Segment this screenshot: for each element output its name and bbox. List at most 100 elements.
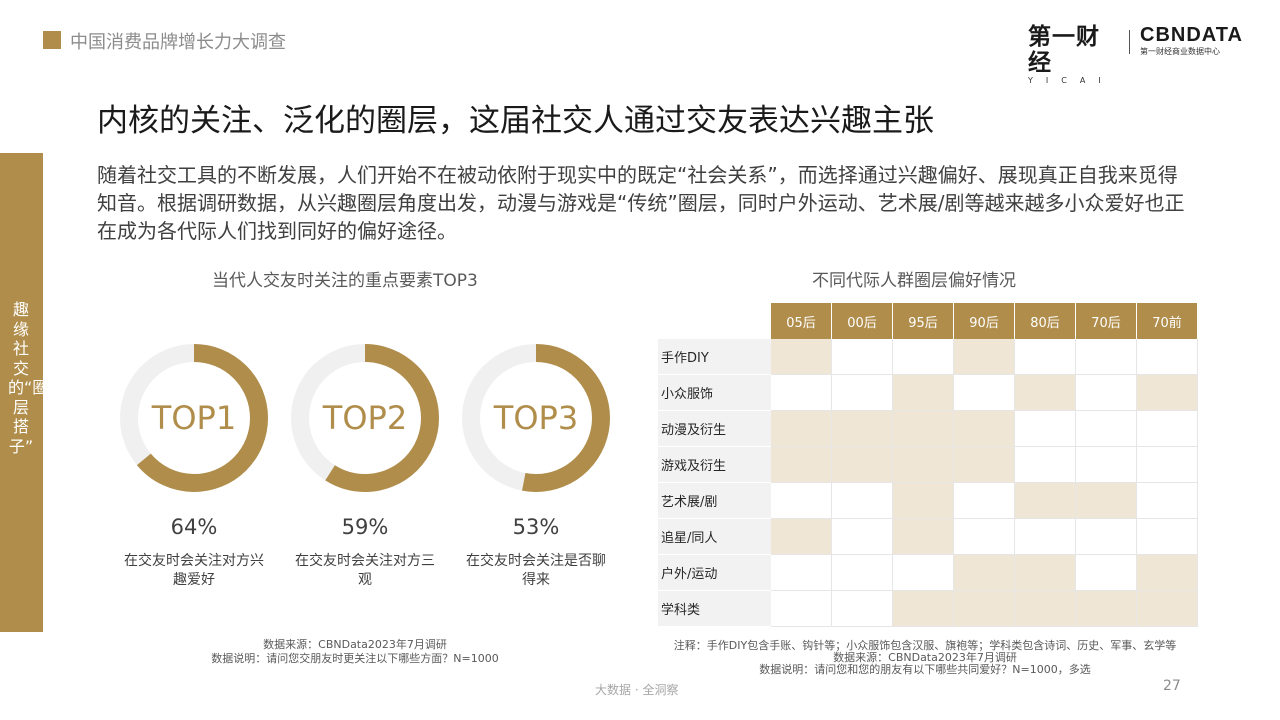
heatmap-cell-highlighted (1136, 554, 1198, 591)
heatmap-cell-highlighted (892, 374, 954, 411)
heatmap-cell-highlighted (1075, 482, 1137, 519)
heatmap-cell (771, 482, 832, 519)
heatmap-row: 追星/同人 (658, 518, 1198, 555)
heatmap-row-label: 户外/运动 (658, 554, 771, 591)
generation-interest-heatmap: 05后 00后 95后 90后 80后 70后 70前 手作DIY 小众服饰 动漫及… (658, 303, 1198, 627)
column-header: 90后 (953, 303, 1015, 339)
heatmap-row-label: 游戏及衍生 (658, 446, 771, 483)
heatmap-footnote: 注释：手作DIY包含手账、钩针等；小众服饰包含汉服、旗袍等；学科类包含诗词、历史… (673, 639, 1177, 652)
heatmap-cell-highlighted (953, 339, 1015, 375)
heatmap-header-row: 05后 00后 95后 90后 80后 70后 70前 (658, 303, 1198, 339)
page-number: 27 (1163, 678, 1181, 694)
heatmap-cell (892, 554, 954, 591)
column-header: 05后 (771, 303, 832, 339)
heatmap-cell (831, 590, 893, 627)
yicai-logo: 第一财经 YICAI (1028, 24, 1123, 86)
heatmap-cell-highlighted (831, 446, 893, 483)
yicai-logo-text: 第一财经 (1028, 23, 1100, 76)
heatmap-cell-highlighted (1014, 554, 1076, 591)
donut-rank-label: TOP3 (493, 399, 579, 437)
heatmap-cell (1014, 446, 1076, 483)
heatmap-row: 学科类 (658, 590, 1198, 627)
heatmap-cell (1014, 410, 1076, 447)
heatmap-row-label: 艺术展/剧 (658, 482, 771, 519)
donut-rank-label: TOP1 (151, 399, 237, 437)
slide-headline: 内核的关注、泛化的圈层，这届社交人通过交友表达兴趣主张 (97, 103, 934, 139)
heatmap-cell (831, 482, 893, 519)
heatmap-row: 艺术展/剧 (658, 482, 1198, 519)
heatmap-cell (1075, 554, 1137, 591)
heatmap-cell (1014, 518, 1076, 555)
donut-chart-top2: TOP2 (290, 343, 440, 493)
heatmap-row-label: 小众服饰 (658, 374, 771, 411)
donut-source-note: 数据来源：CBNData2023年7月调研 数据说明：请问您交朋友时更关注以下哪… (160, 638, 550, 666)
heatmap-description-line: 数据说明：请问您和您的朋友有以下哪些共同爱好？N=1000，多选 (759, 663, 1091, 676)
donut-arc-top3 (462, 344, 610, 492)
heatmap-cell (1075, 446, 1137, 483)
heatmap-row-label: 手作DIY (658, 339, 771, 375)
donut-rank-label: TOP2 (322, 399, 408, 437)
cbndata-logo-subtext: 第一财经商业数据中心 (1140, 47, 1220, 56)
footer-slogan: 大数据 · 全洞察 (595, 683, 679, 697)
heatmap-cell (953, 374, 1015, 411)
heatmap-row-label: 追星/同人 (658, 518, 771, 555)
heatmap-cell-highlighted (953, 554, 1015, 591)
heatmap-cell (1136, 518, 1198, 555)
heatmap-cell-highlighted (953, 410, 1015, 447)
column-header: 95后 (892, 303, 954, 339)
column-header: 70后 (1075, 303, 1137, 339)
intro-paragraph: 随着社交工具的不断发展，人们开始不在被动依附于现实中的既定“社会关系”，而选择通… (97, 163, 1185, 243)
heatmap-cell-highlighted (892, 446, 954, 483)
donut-percent-top2: 59% (341, 515, 389, 539)
heatmap-row-label: 动漫及衍生 (658, 410, 771, 447)
heatmap-cell-highlighted (771, 339, 832, 375)
heatmap-cell (953, 518, 1015, 555)
header-marker (43, 31, 61, 49)
donut-caption-top1: 在交友时会关注对方兴趣爱好 (124, 553, 264, 588)
heatmap-corner (658, 303, 771, 339)
column-header: 70前 (1136, 303, 1198, 339)
heatmap-cell (771, 374, 832, 411)
heatmap-cell-highlighted (953, 590, 1015, 627)
donut-chart-top3: TOP3 (461, 343, 611, 493)
heatmap-cell-highlighted (1014, 482, 1076, 519)
heatmap-cell-highlighted (892, 590, 954, 627)
heatmap-cell (1014, 339, 1076, 375)
heatmap-cell-highlighted (892, 518, 954, 555)
heatmap-row: 游戏及衍生 (658, 446, 1198, 483)
column-header: 80后 (1014, 303, 1076, 339)
heatmap-row: 小众服饰 (658, 374, 1198, 411)
heatmap-cell-highlighted (1136, 590, 1198, 627)
heatmap-cell-highlighted (831, 410, 893, 447)
report-title: 中国消费品牌增长力大调查 (70, 32, 286, 53)
cbndata-logo-text: CBNDATA (1140, 24, 1243, 46)
section-side-bar (0, 153, 43, 632)
donut-source-line: 数据来源：CBNData2023年7月调研 (263, 638, 447, 651)
donut-caption-top2: 在交友时会关注对方三观 (295, 553, 435, 588)
donut-chart-title: 当代人交友时关注的重点要素TOP3 (212, 271, 478, 291)
heatmap-title: 不同代际人群圈层偏好情况 (812, 271, 1016, 291)
heatmap-row: 手作DIY (658, 339, 1198, 375)
heatmap-cell (1075, 374, 1137, 411)
heatmap-cell-highlighted (771, 446, 832, 483)
heatmap-cell-highlighted (892, 410, 954, 447)
heatmap-cell (1075, 339, 1137, 375)
heatmap-cell (1136, 410, 1198, 447)
heatmap-row-label: 学科类 (658, 590, 771, 627)
heatmap-cell (1136, 482, 1198, 519)
column-header: 00后 (831, 303, 893, 339)
heatmap-cell (892, 339, 954, 375)
logo-divider (1129, 30, 1130, 54)
donut-arc-top2 (291, 344, 439, 492)
heatmap-cell (1136, 446, 1198, 483)
heatmap-cell-highlighted (892, 482, 954, 519)
yicai-logo-subtext: YICAI (1028, 76, 1114, 85)
heatmap-cell (831, 339, 893, 375)
section-side-label: 趣缘社交的“圈层搭子” (8, 300, 49, 456)
heatmap-cell (1075, 410, 1137, 447)
heatmap-cell (831, 374, 893, 411)
donut-caption-top3: 在交友时会关注是否聊得来 (466, 553, 606, 588)
heatmap-cell (1136, 339, 1198, 375)
heatmap-cell-highlighted (1014, 374, 1076, 411)
donut-percent-top3: 53% (512, 515, 560, 539)
